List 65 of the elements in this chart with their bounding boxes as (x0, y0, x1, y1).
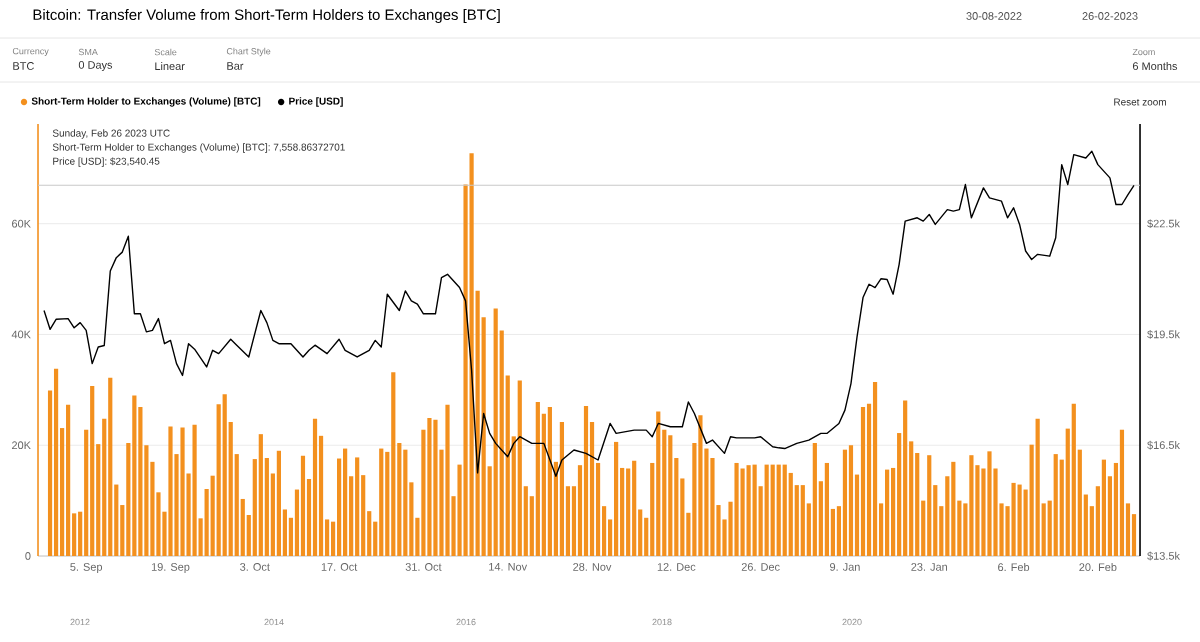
bar (734, 462, 739, 556)
bar (903, 400, 908, 556)
bar (740, 468, 745, 556)
bar (614, 441, 619, 556)
bar (355, 457, 360, 556)
bar (668, 435, 673, 556)
bar (168, 426, 173, 556)
bar (535, 402, 540, 556)
bar (379, 448, 384, 556)
bar (66, 404, 71, 556)
bar (752, 464, 757, 556)
bar (343, 448, 348, 556)
bar (433, 419, 438, 556)
bar (812, 443, 817, 556)
bar (469, 153, 474, 556)
bar (132, 395, 137, 556)
bar (1053, 454, 1058, 556)
bar (1011, 482, 1016, 556)
bar (698, 415, 703, 556)
bar (626, 468, 631, 556)
bar (969, 455, 974, 556)
bar (776, 464, 781, 556)
bar (656, 411, 661, 556)
bar (180, 427, 185, 556)
bar (391, 372, 396, 556)
bar (1119, 429, 1125, 556)
bar (403, 449, 408, 556)
bar (987, 451, 992, 556)
bar (493, 308, 498, 556)
bar (872, 382, 878, 556)
bar (53, 368, 59, 556)
bar (222, 394, 227, 556)
bar (860, 407, 866, 556)
bar (300, 455, 306, 556)
bar (258, 434, 263, 556)
bar (559, 421, 565, 556)
bar (824, 462, 829, 556)
bar (517, 380, 522, 556)
bar (951, 461, 956, 556)
bar (782, 464, 787, 556)
bar (800, 485, 805, 556)
bar (1071, 403, 1076, 556)
bar (312, 418, 318, 556)
bar (770, 464, 775, 556)
bar (547, 407, 552, 556)
bar (1017, 484, 1022, 556)
bar (746, 465, 751, 556)
bar (108, 377, 113, 556)
bar (788, 472, 793, 556)
bar (445, 404, 450, 556)
bar (1101, 459, 1106, 556)
bar (927, 455, 932, 556)
line-series (43, 150, 1135, 477)
bar (1035, 418, 1040, 556)
bar (90, 385, 95, 556)
bar (885, 469, 890, 556)
bar (192, 424, 197, 556)
bar (632, 460, 637, 556)
bar (427, 418, 432, 556)
bar (276, 450, 281, 556)
bar (842, 449, 848, 556)
bar (764, 464, 769, 556)
bar (710, 457, 715, 556)
bar (583, 405, 589, 556)
bar (848, 445, 854, 556)
